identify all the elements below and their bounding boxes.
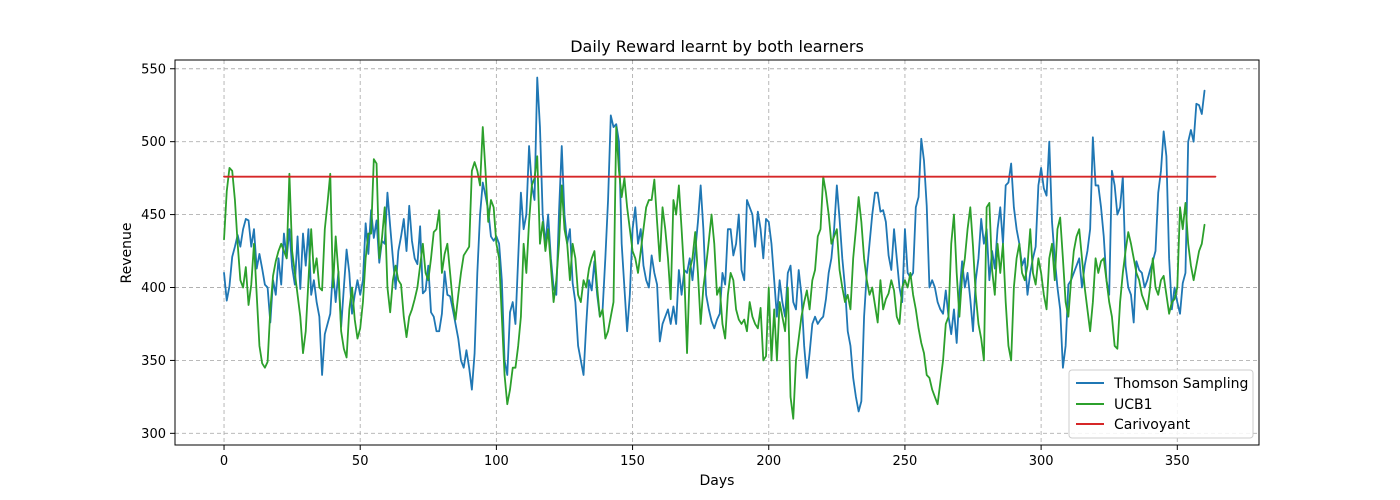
series-lines	[223, 76, 1217, 420]
x-tick-label: 250	[893, 454, 918, 469]
y-tick-label: 550	[141, 62, 166, 77]
x-tick-label: 0	[220, 454, 228, 469]
series-line-ucb1	[223, 126, 1206, 420]
x-axis-label: Days	[700, 473, 735, 489]
legend-label-ucb1: UCB1	[1114, 397, 1153, 413]
legend: Thomson Sampling UCB1 Carivoyant	[1068, 369, 1254, 439]
legend-box	[1068, 369, 1254, 439]
y-tick-label: 450	[141, 208, 166, 223]
x-tick-label: 100	[484, 454, 509, 469]
y-tick-label: 350	[141, 354, 166, 369]
x-tick-label: 50	[352, 454, 369, 469]
plot-frame	[174, 59, 1260, 446]
chart-title: Daily Reward learnt by both learners	[570, 37, 864, 56]
x-tick-label: 200	[756, 454, 781, 469]
x-tick-label: 350	[1165, 454, 1190, 469]
y-tick-label: 400	[141, 281, 166, 296]
axis-ticks: 0 50 100 150 200 250 300 350 300 350 400 450 500 550	[141, 62, 1190, 469]
legend-label-carivoyant: Carivoyant	[1114, 417, 1191, 433]
x-tick-label: 300	[1029, 454, 1054, 469]
x-tick-label: 150	[620, 454, 645, 469]
y-tick-label: 500	[141, 135, 166, 150]
series-line-thomson-sampling	[223, 76, 1206, 413]
y-tick-label: 300	[141, 427, 166, 442]
y-axis-label: Revenue	[119, 223, 135, 284]
legend-label-thomson-sampling: Thomson Sampling	[1113, 376, 1248, 392]
